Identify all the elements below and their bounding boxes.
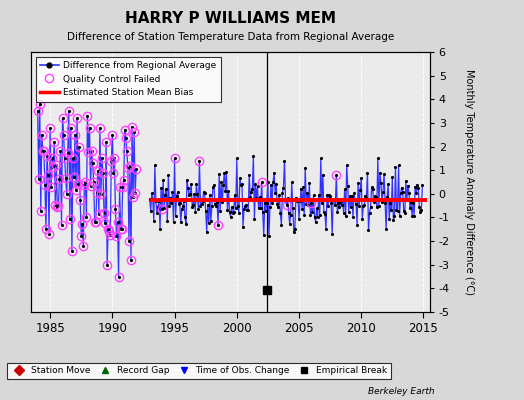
Text: Berkeley Earth: Berkeley Earth <box>368 387 435 396</box>
Y-axis label: Monthly Temperature Anomaly Difference (°C): Monthly Temperature Anomaly Difference (… <box>464 69 474 295</box>
Text: HARRY P WILLIAMS MEM: HARRY P WILLIAMS MEM <box>125 11 336 26</box>
Legend: Station Move, Record Gap, Time of Obs. Change, Empirical Break: Station Move, Record Gap, Time of Obs. C… <box>7 363 391 379</box>
Text: Difference of Station Temperature Data from Regional Average: Difference of Station Temperature Data f… <box>67 32 394 42</box>
